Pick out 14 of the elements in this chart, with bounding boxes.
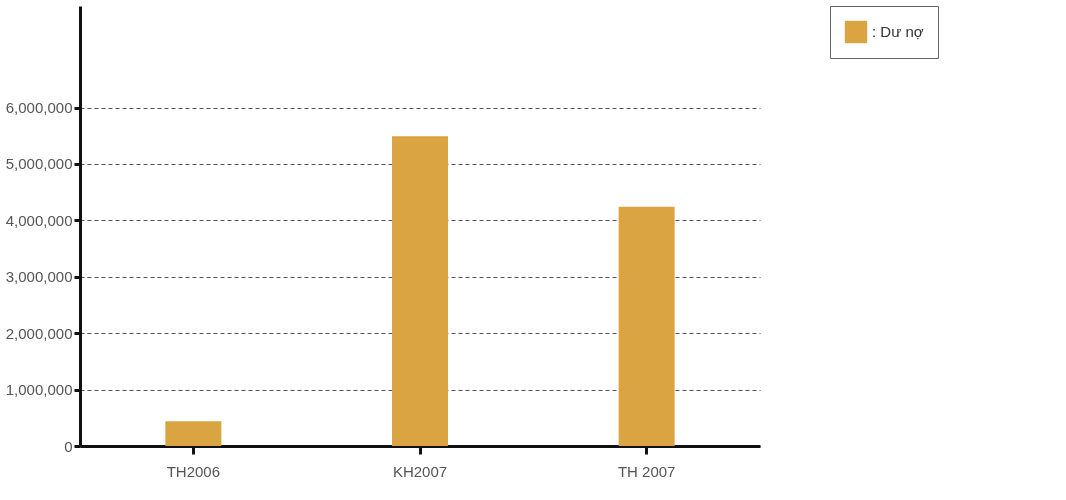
x-tick-label: KH2007 — [392, 462, 448, 480]
y-tick-label: 3,000,000 — [5, 268, 73, 286]
y-tick-label: 0 — [64, 437, 73, 455]
y-tick-label: 1,000,000 — [5, 381, 73, 399]
legend-label: : Dư nợ — [872, 23, 924, 40]
bar — [392, 136, 448, 446]
bar — [618, 206, 675, 446]
x-tick-label: TH 2007 — [617, 462, 676, 480]
y-tick-label: 4,000,000 — [5, 211, 73, 229]
y-tick-label: 2,000,000 — [5, 324, 73, 342]
bar — [165, 421, 222, 446]
x-tick-label: TH2006 — [166, 462, 221, 480]
y-tick-label: 5,000,000 — [5, 155, 73, 173]
y-tick-label: 6,000,000 — [5, 99, 73, 117]
